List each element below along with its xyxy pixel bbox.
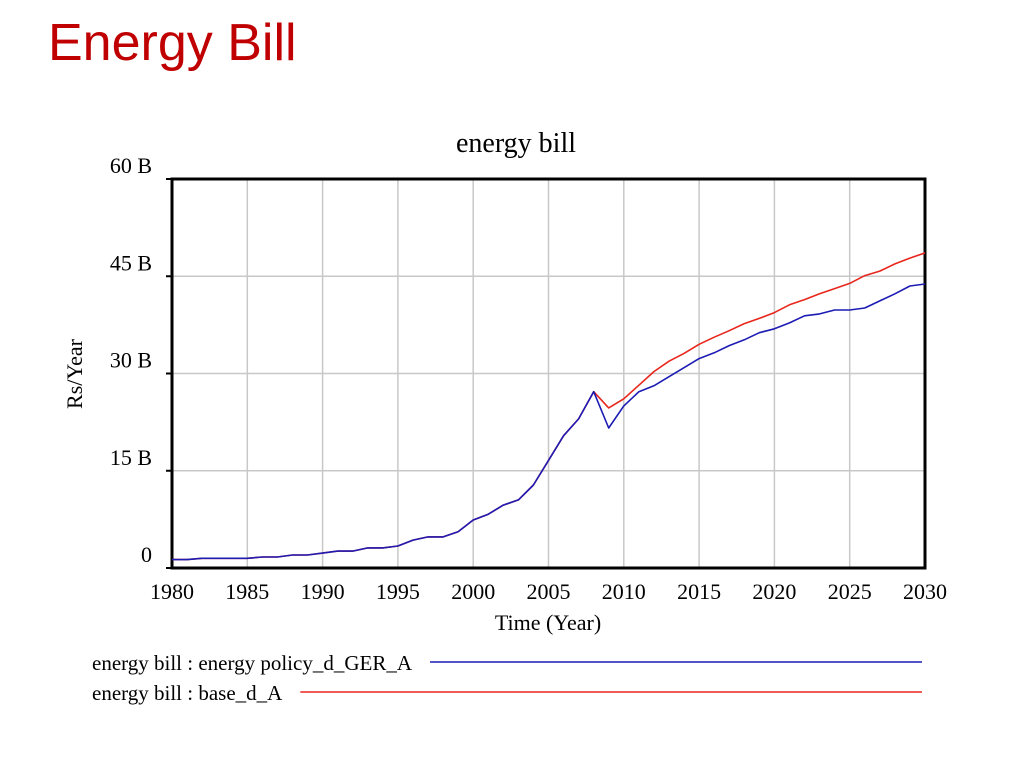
x-tick-label: 1980 [150,579,194,604]
slide-title: Energy Bill [48,14,297,72]
legend-label: energy bill : energy policy_d_GER_A [92,651,413,675]
x-tick-label: 2000 [451,579,495,604]
x-tick-label: 1995 [376,579,420,604]
x-tick-label: 2030 [903,579,947,604]
legend-label: energy bill : base_d_A [92,681,283,705]
x-tick-label: 2015 [677,579,721,604]
x-tick-label: 2025 [828,579,872,604]
series-lines [172,252,926,561]
y-axis-ticks: 0 15 B 30 B 45 B 60 B [110,153,172,569]
series-line [172,283,926,561]
x-tick-label: 2010 [602,579,646,604]
chart-title: energy bill [456,128,576,159]
chart-legend: energy bill : energy policy_d_GER_Aenerg… [92,651,922,705]
chart-grid [172,179,925,568]
y-tick-label: 45 B [110,250,152,275]
y-tick-label: 60 B [110,153,152,178]
y-tick-label: 0 [141,542,152,567]
y-axis-label: Rs/Year [62,338,87,409]
y-tick-label: 15 B [110,445,152,470]
x-axis-ticks: 1980 1985 1990 1995 2000 2005 2010 2015 2020 2025… [150,579,947,604]
x-tick-label: 1990 [301,579,345,604]
x-tick-label: 1985 [225,579,269,604]
x-tick-label: 2020 [752,579,796,604]
y-tick-label: 30 B [110,348,152,373]
x-axis-label: Time (Year) [495,610,601,635]
x-tick-label: 2005 [527,579,571,604]
